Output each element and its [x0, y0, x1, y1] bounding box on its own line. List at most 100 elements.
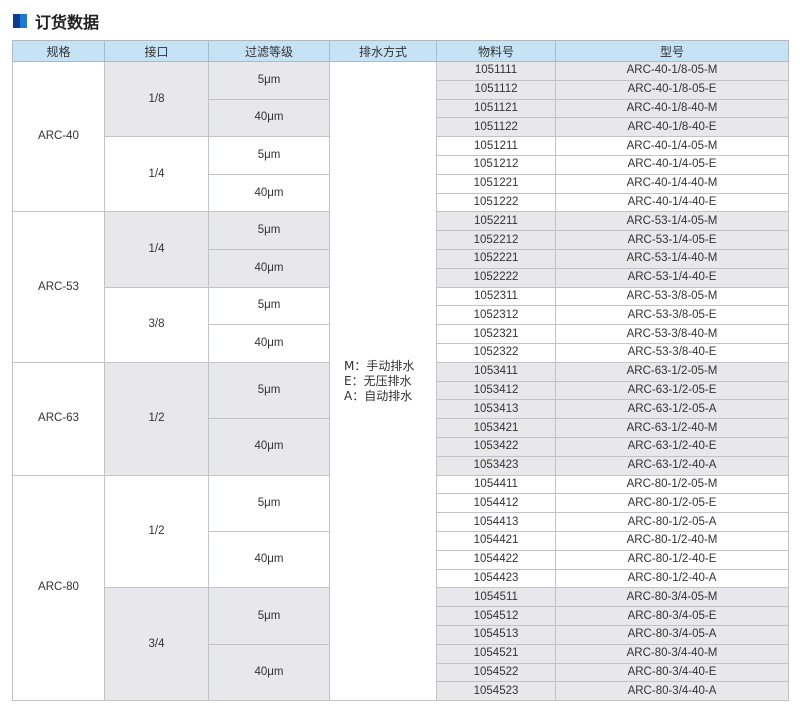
part-number-cell: 1052312	[436, 305, 556, 326]
table-row: 1054423 ARC-80-1/2-40-A	[13, 568, 789, 589]
title-square-icon	[13, 14, 27, 28]
part-number-cell: 1054511	[436, 587, 556, 608]
table-row: 40μm 1053421 ARC-63-1/2-40-M	[13, 418, 789, 476]
section-title: 订货数据	[13, 9, 99, 33]
model-cell: ARC-80-1/2-40-M	[555, 530, 789, 551]
header-part-no: 物料号	[436, 40, 556, 62]
model-cell: ARC-63-1/2-05-E	[555, 380, 789, 401]
filter-grade-cell: 40μm	[208, 418, 330, 476]
table-row: 40μm 1054521 ARC-80-3/4-40-M	[13, 643, 789, 702]
drain-legend-cell: M：手动排水 E：无压排水 A：自动排水	[329, 60, 437, 702]
table-row: 1054523 ARC-80-3/4-40-A	[13, 681, 789, 702]
model-cell: ARC-40-1/4-05-M	[555, 136, 789, 156]
part-number-cell: 1054422	[436, 549, 556, 570]
table-row: 1054422 ARC-80-1/2-40-E	[13, 549, 789, 570]
model-cell: ARC-80-1/2-05-E	[555, 493, 789, 514]
order-data-table: 规格 接口 过滤等级 排水方式 物料号 型号 ARC-40 1/8 5μm M：手动排…	[12, 40, 789, 702]
table-row: ARC-80 1/2 5μm 1054411 ARC-80-1/2-05-M	[12, 474, 789, 702]
drain-legend-item: E：无压排水	[344, 373, 412, 388]
model-cell: ARC-40-1/4-05-E	[555, 154, 789, 175]
part-number-cell: 1054512	[436, 606, 556, 626]
port-cell: 1/4	[104, 136, 209, 213]
table-row: 1053422 ARC-63-1/2-40-E	[13, 436, 789, 457]
port-cell: 1/2	[104, 361, 209, 476]
model-cell: ARC-40-1/4-40-M	[555, 173, 789, 194]
model-cell: ARC-80-1/2-40-A	[555, 568, 789, 589]
table-row: 1053412 ARC-63-1/2-05-E	[13, 380, 789, 401]
model-cell: ARC-80-3/4-40-A	[555, 681, 789, 702]
port-cell: 1/2	[104, 474, 209, 589]
part-number-cell: 1054412	[436, 493, 556, 514]
model-cell: ARC-53-3/8-40-M	[555, 324, 789, 344]
part-number-cell: 1051121	[436, 98, 556, 119]
part-number-cell: 1054521	[436, 643, 556, 664]
part-number-cell: 1052311	[436, 286, 556, 307]
part-number-cell: 1053423	[436, 455, 556, 476]
drain-legend-item: A：自动排水	[344, 388, 413, 403]
filter-grade-cell: 40μm	[208, 324, 330, 363]
section-title-text: 订货数据	[35, 13, 100, 32]
model-cell: ARC-80-1/2-40-E	[555, 549, 789, 570]
filter-grade-cell: 5μm	[208, 286, 330, 326]
model-cell: ARC-63-1/2-05-A	[555, 399, 789, 420]
table-row: 1051112 ARC-40-1/8-05-E	[13, 79, 789, 100]
header-model: 型号	[555, 40, 789, 62]
table-row: 1054522 ARC-80-3/4-40-E	[13, 662, 789, 683]
table-row: 1054412 ARC-80-1/2-05-E	[13, 493, 789, 514]
part-number-cell: 1053412	[436, 380, 556, 401]
part-number-cell: 1054421	[436, 530, 556, 551]
table-row: 1051122 ARC-40-1/8-40-E	[13, 117, 789, 138]
part-number-cell: 1052221	[436, 248, 556, 269]
part-number-cell: 1051222	[436, 192, 556, 213]
filter-grade-cell: 5μm	[208, 211, 330, 250]
header-row: 规格 接口 过滤等级 排水方式 物料号 型号	[12, 40, 789, 62]
port-cell: 1/4	[104, 211, 209, 288]
header-drain: 排水方式	[329, 40, 437, 62]
header-port: 接口	[104, 40, 209, 62]
filter-grade-cell: 5μm	[208, 474, 330, 532]
model-cell: ARC-53-1/4-40-M	[555, 248, 789, 269]
part-number-cell: 1052222	[436, 267, 556, 288]
part-number-cell: 1052212	[436, 230, 556, 250]
table-row: 3/4 5μm 1054511 ARC-80-3/4-05-M	[13, 587, 789, 702]
spec-cell: ARC-53	[12, 211, 105, 363]
model-cell: ARC-53-1/4-40-E	[555, 267, 789, 288]
table-row: 1054513 ARC-80-3/4-05-A	[13, 624, 789, 645]
filter-grade-cell: 5μm	[208, 587, 330, 645]
model-cell: ARC-53-1/4-05-E	[555, 230, 789, 250]
model-cell: ARC-63-1/2-40-A	[555, 455, 789, 476]
model-cell: ARC-80-3/4-05-A	[555, 624, 789, 645]
filter-grade-cell: 40μm	[208, 173, 330, 213]
model-cell: ARC-80-1/2-05-A	[555, 512, 789, 532]
table-row: 1054413 ARC-80-1/2-05-A	[13, 512, 789, 532]
spec-cell: ARC-80	[12, 474, 105, 702]
table-row: 1052212 ARC-53-1/4-05-E	[13, 230, 789, 250]
filter-grade-cell: 40μm	[208, 643, 330, 702]
model-cell: ARC-80-3/4-05-M	[555, 587, 789, 608]
model-cell: ARC-40-1/8-40-M	[555, 98, 789, 119]
part-number-cell: 1051211	[436, 136, 556, 156]
model-cell: ARC-40-1/8-40-E	[555, 117, 789, 138]
table-row: ARC-40 1/8 5μm M：手动排水 E：无压排水 A：自动排水 1051111 ARC…	[12, 60, 789, 702]
part-number-cell: 1054411	[436, 474, 556, 495]
model-cell: ARC-53-1/4-05-M	[555, 211, 789, 232]
part-number-cell: 1053411	[436, 361, 556, 382]
part-number-cell: 1052211	[436, 211, 556, 232]
model-cell: ARC-80-1/2-05-M	[555, 474, 789, 495]
table-row: 40μm 1052321 ARC-53-3/8-40-M	[13, 324, 789, 363]
port-cell: 3/8	[104, 286, 209, 363]
part-number-cell: 1054513	[436, 624, 556, 645]
filter-grade-cell: 40μm	[208, 98, 330, 138]
part-number-cell: 1051112	[436, 79, 556, 100]
table-row: 40μm 1052221 ARC-53-1/4-40-M	[13, 248, 789, 288]
model-cell: ARC-40-1/8-05-E	[555, 79, 789, 100]
model-cell: ARC-80-3/4-40-E	[555, 662, 789, 683]
part-number-cell: 1052321	[436, 324, 556, 344]
header-spec: 规格	[12, 40, 105, 62]
part-number-cell: 1053422	[436, 436, 556, 457]
part-number-cell: 1051122	[436, 117, 556, 138]
table-row: ARC-53 1/4 5μm 1052211 ARC-53-1/4-05-M	[12, 211, 789, 363]
model-cell: ARC-63-1/2-40-M	[555, 418, 789, 438]
part-number-cell: 1053421	[436, 418, 556, 438]
table-row: 3/8 5μm 1052311 ARC-53-3/8-05-M	[13, 286, 789, 363]
